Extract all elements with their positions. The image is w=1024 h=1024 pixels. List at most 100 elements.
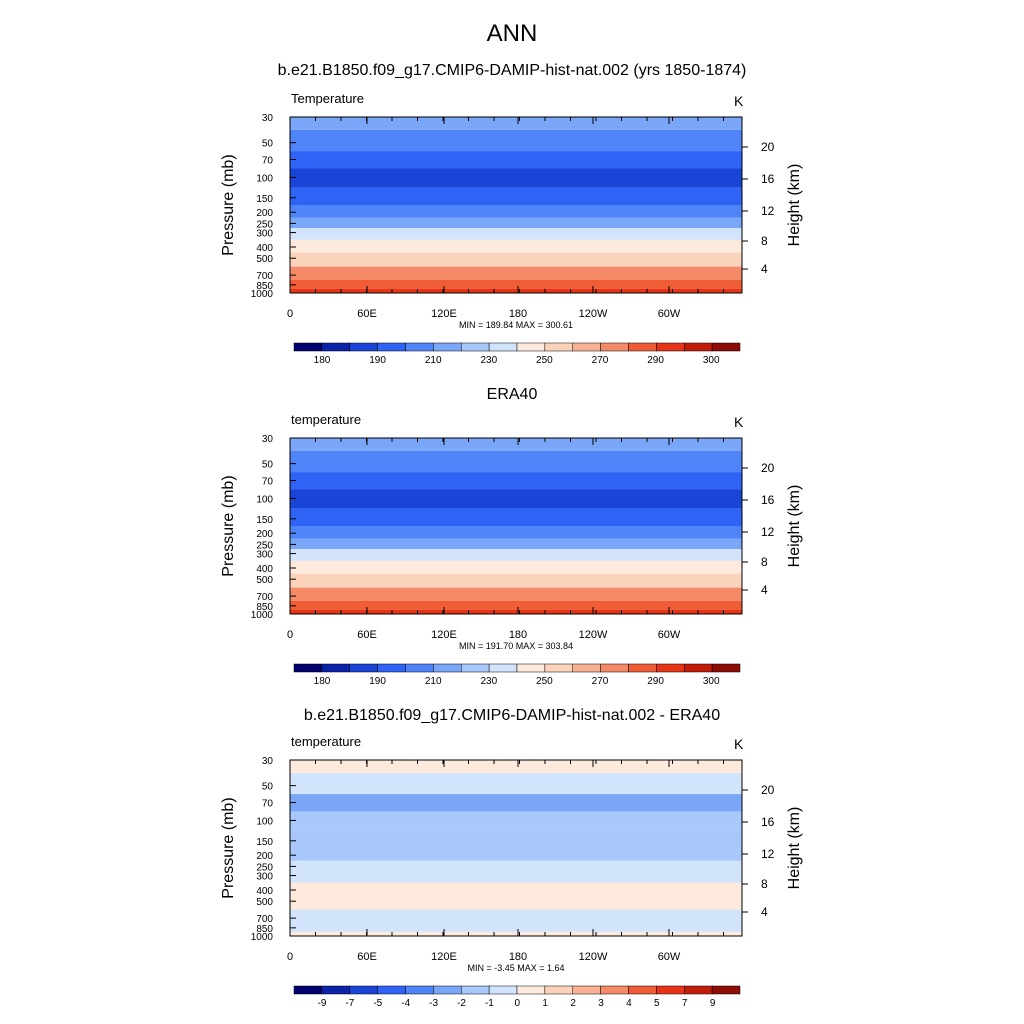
panel-2-hlabel-4: 4 (761, 583, 768, 597)
panel-1-xlabel-60W: 60W (658, 308, 681, 320)
panel-2-colorbar-swatch (600, 663, 629, 673)
panel-2-colorbar-label-270: 270 (592, 676, 609, 687)
panel-3-colorbar-swatch (684, 985, 713, 995)
panel-1-frame (289, 116, 743, 294)
panel-1-hlabel-20: 20 (761, 140, 775, 154)
panel-2-ylabel-1000: 1000 (251, 610, 274, 621)
panel-1-band-1000 (290, 288, 742, 293)
panel-2-colorbar-label-180: 180 (314, 676, 331, 687)
page-title: ANN (486, 20, 538, 47)
panel-3-colorbar-label--4: -4 (401, 998, 410, 1009)
panel-3-band-300 (290, 870, 742, 883)
panel-2-hlabel-12: 12 (761, 525, 775, 539)
panel-3-hlabel-16: 16 (761, 815, 775, 829)
panel-2-colorbar-swatch (349, 663, 378, 673)
panel-2-band-850 (290, 600, 742, 610)
panel-3-band-100 (290, 811, 742, 831)
panel-2-colorbar-label-290: 290 (647, 676, 664, 687)
panel-1-ylabel-100: 100 (256, 173, 273, 184)
panel-1-ylabel-850: 850 (256, 281, 273, 292)
panel-2-colorbar-swatch (711, 663, 741, 673)
panel-3-colorbar-swatch (293, 985, 323, 995)
panel-2-yaxis-label: Pressure (mb) (220, 475, 237, 576)
panel-2-colorbar-swatch (656, 663, 685, 673)
panel-1-yaxis-label: Pressure (mb) (220, 154, 237, 255)
panel-2-band-1000 (290, 609, 742, 614)
panel-2-band-30 (290, 438, 742, 451)
panel-3-colorbar-swatch (377, 985, 406, 995)
panel-3-ylabel-30: 30 (262, 756, 274, 767)
panel-1-colorbar-label-180: 180 (314, 355, 331, 366)
panel-2-frame (289, 437, 743, 615)
panel-3-colorbar-swatch (628, 985, 657, 995)
panel-2-ylabel-30: 30 (262, 434, 274, 445)
panel-3-ylabel-1000: 1000 (251, 932, 274, 943)
panel-1-colorbar-label-190: 190 (369, 355, 386, 366)
panel-1-band-200 (290, 205, 742, 218)
panel-2-band-400 (290, 560, 742, 574)
panel-3-yaxis-right-label: Height (km) (786, 807, 803, 890)
panel-1-hlabel-4: 4 (761, 262, 768, 276)
panel-3-colorbar-swatch (711, 985, 741, 995)
panel-1-ylabel-300: 300 (256, 229, 273, 240)
panel-2-band-500 (290, 573, 742, 588)
panel-1-band-300 (290, 227, 742, 240)
panel-2-colorbar-swatch (433, 663, 462, 673)
panel-3-colorbar-swatch (461, 985, 490, 995)
panel-3-colorbar-swatch (433, 985, 462, 995)
panel-3-colorbar-swatch (488, 985, 518, 995)
panel-3-hlabel-20: 20 (761, 783, 775, 797)
panel-1-ylabel-200: 200 (256, 208, 273, 219)
panel-1-stats: MIN = 189.84 MAX = 300.61 (459, 320, 573, 330)
panel-2-stats: MIN = 191.70 MAX = 303.84 (459, 641, 573, 651)
panel-1-band-30 (290, 117, 742, 130)
panel-3-colorbar-label-4: 4 (626, 998, 632, 1009)
panel-2-xlabel-0: 0 (287, 629, 293, 641)
panel-1-xlabel-0: 0 (287, 308, 293, 320)
panel-2-colorbar-swatch (628, 663, 657, 673)
panel-2-colorbar-label-210: 210 (425, 676, 442, 687)
panel-2-hlabel-20: 20 (761, 461, 775, 475)
panel-2-colorbar-label-230: 230 (480, 676, 497, 687)
panel-1-ylabel-500: 500 (256, 254, 273, 265)
panel-1-ylabel-50: 50 (262, 139, 274, 150)
panel-3-ylabel-300: 300 (256, 872, 273, 883)
panel-2-colorbar-swatch (572, 663, 601, 673)
panel-2-ylabel-400: 400 (256, 564, 273, 575)
panel-3-band-400 (290, 882, 742, 896)
panel-3-xlabel-60E: 60E (357, 951, 377, 963)
panel-2-band-70 (290, 472, 742, 490)
panel-3-units: K (734, 736, 744, 752)
panel-2-xlabel-120W: 120W (579, 629, 608, 641)
panel-1-ylabel-30: 30 (262, 113, 274, 124)
panel-1-ylabel-400: 400 (256, 243, 273, 254)
panel-3-band-150 (290, 830, 742, 848)
panel-2-band-250 (290, 538, 742, 549)
panel-1-hlabel-8: 8 (761, 234, 768, 248)
panel-3-ylabel-200: 200 (256, 851, 273, 862)
panel-2-ylabel-100: 100 (256, 494, 273, 505)
panel-1-left-label: Temperature (291, 91, 364, 106)
panel-3-xlabel-120E: 120E (431, 951, 457, 963)
panel-1-colorbar-label-250: 250 (536, 355, 553, 366)
panel-3-band-700 (290, 909, 742, 923)
panel-1-ylabel-70: 70 (262, 156, 274, 167)
panel-1-colorbar-swatch (461, 342, 490, 352)
panel-2-colorbar-swatch (461, 663, 490, 673)
panel-3-colorbar-swatch (516, 985, 546, 995)
panel-1-colorbar-swatch (377, 342, 406, 352)
panel-3-frame (289, 759, 743, 937)
panel-2-title: ERA40 (486, 386, 538, 403)
panel-3-ylabel-400: 400 (256, 886, 273, 897)
panel-2-band-100 (290, 489, 742, 509)
panel-2-ylabel-150: 150 (256, 515, 273, 526)
panel-3-xlabel-120W: 120W (579, 951, 608, 963)
panel-3-colorbar-swatch (656, 985, 685, 995)
panel-3-left-label: temperature (291, 734, 361, 749)
panel-1-colorbar-swatch (405, 342, 434, 352)
panel-3-band-30 (290, 760, 742, 773)
panel-3-ylabel-850: 850 (256, 924, 273, 935)
panel-1-band-100 (290, 168, 742, 188)
panel-1-band-400 (290, 239, 742, 253)
